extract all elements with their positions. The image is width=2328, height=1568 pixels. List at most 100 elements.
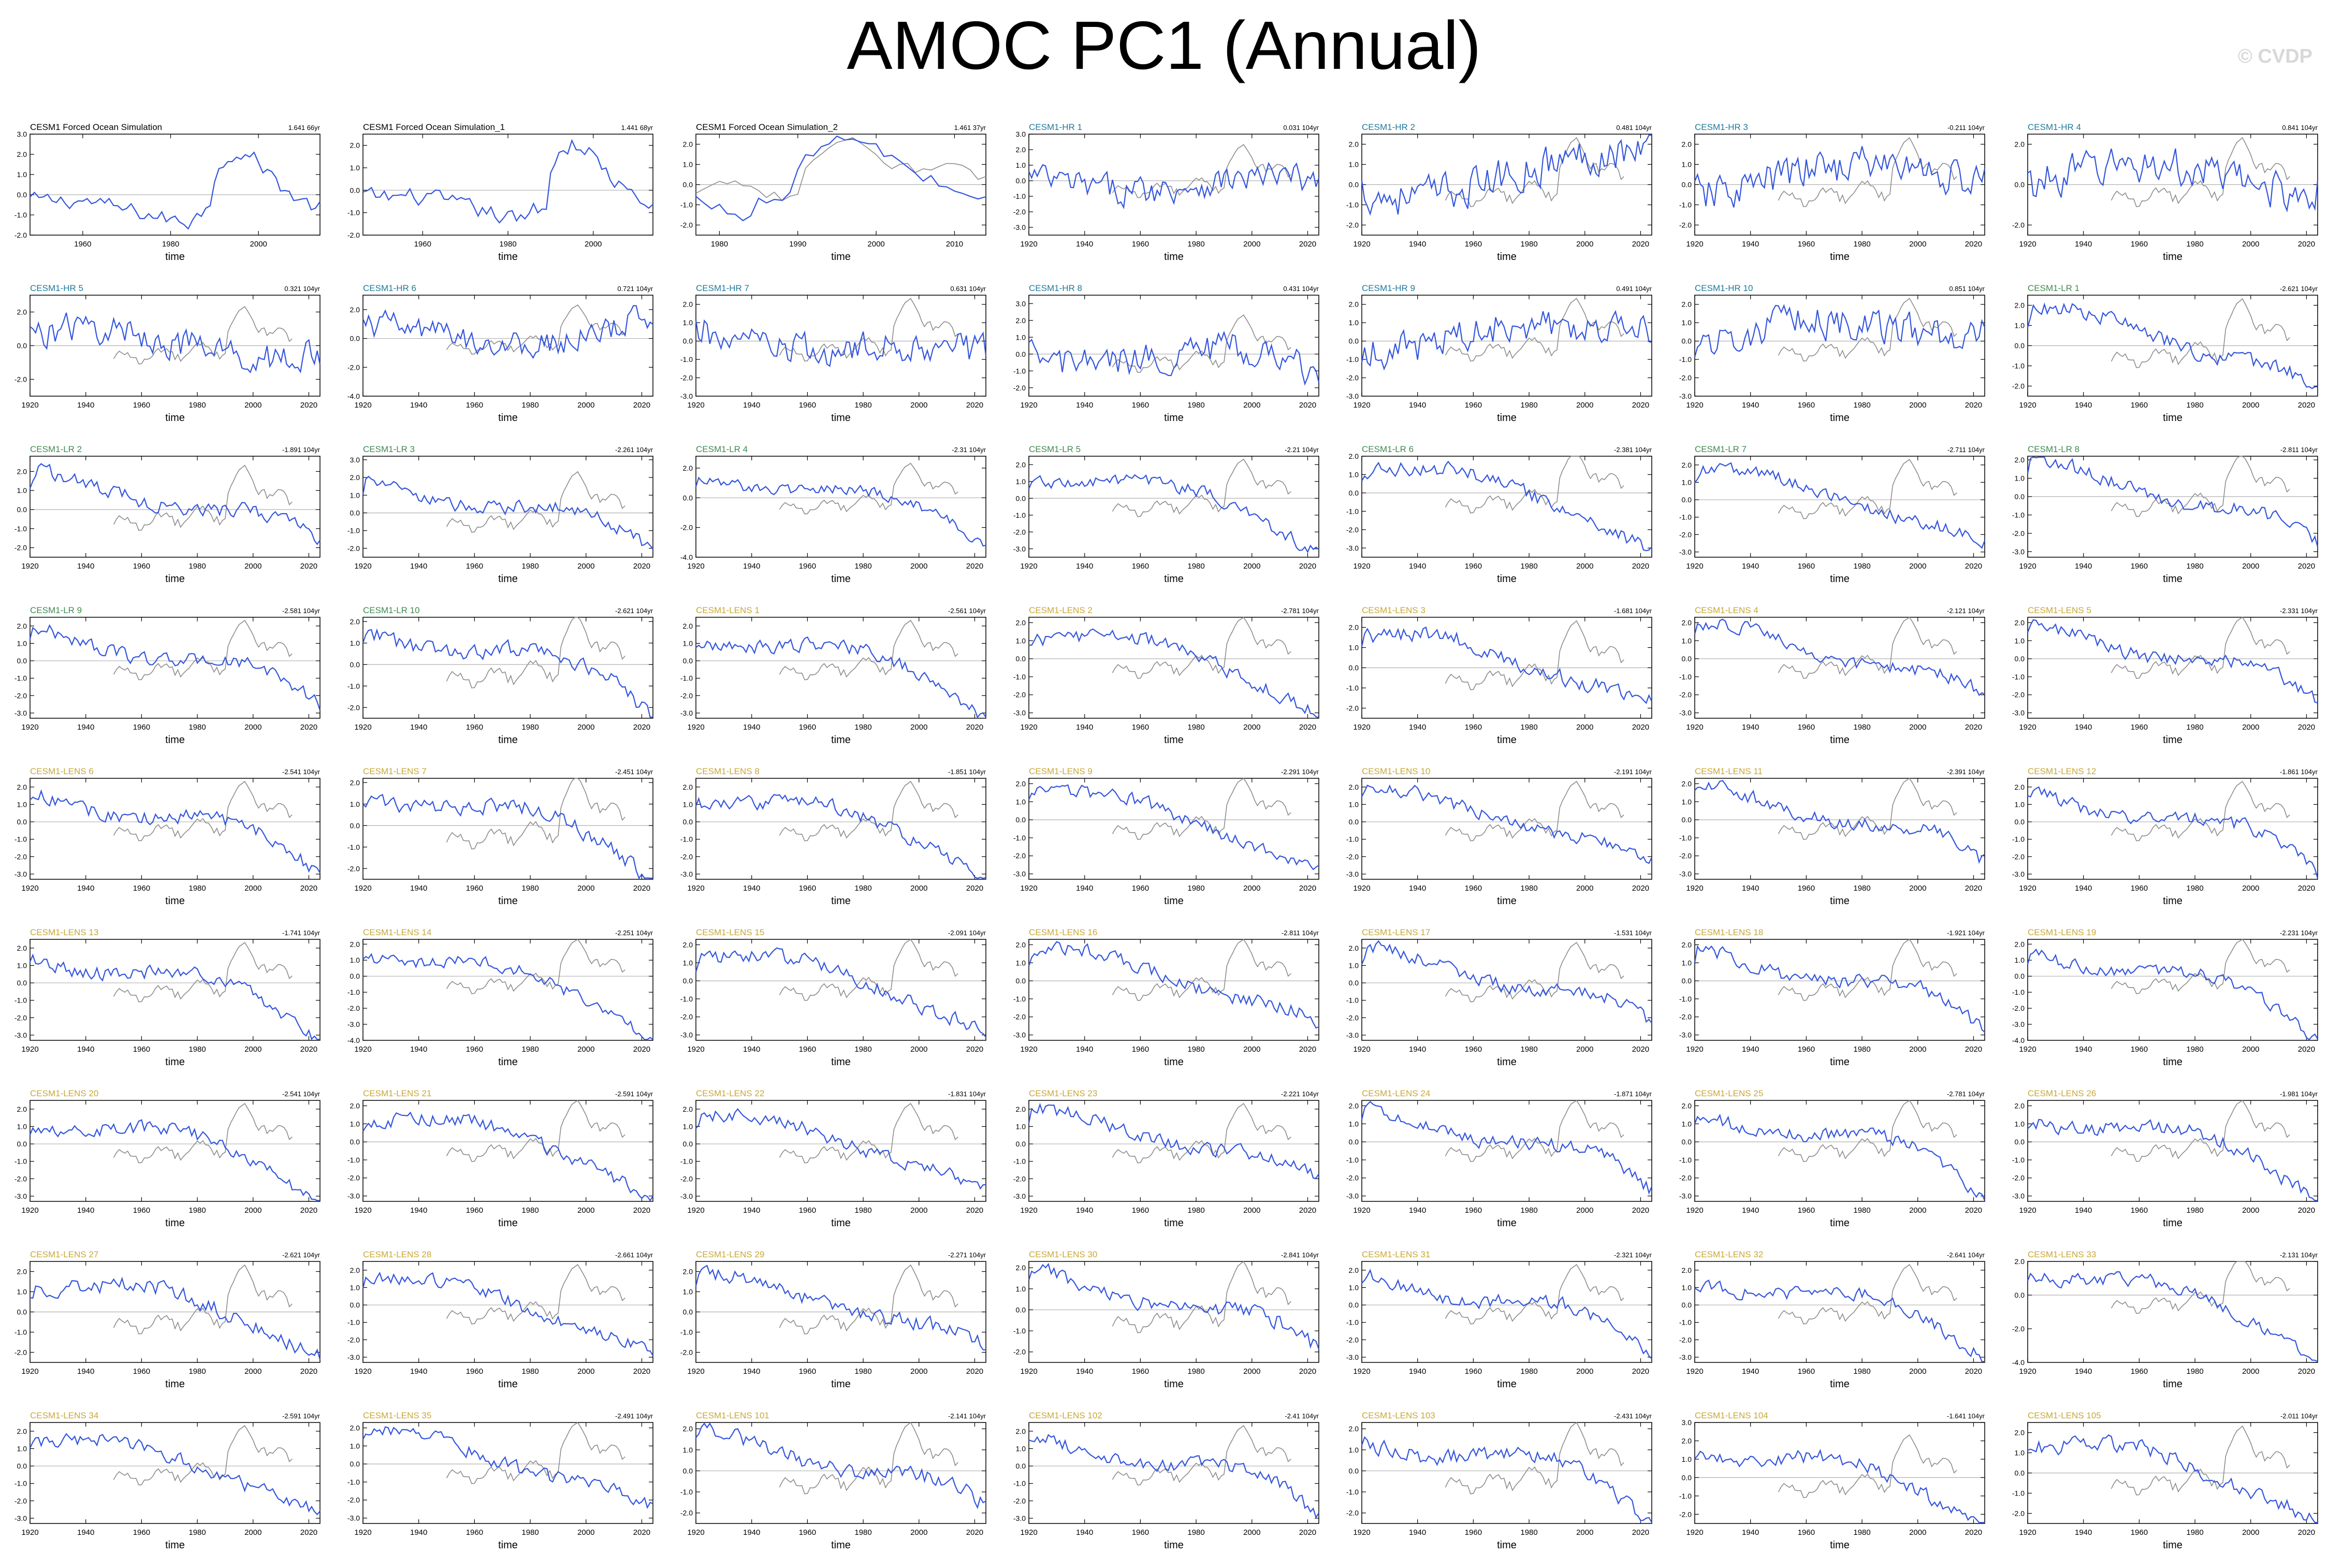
y-tick-label: 2.0 — [683, 622, 693, 630]
x-tick-label: 1940 — [77, 562, 94, 571]
model-series-line — [2027, 619, 2318, 704]
model-series-line — [2027, 1434, 2318, 1523]
model-series-line — [1694, 1113, 1986, 1201]
x-tick-label: 2000 — [1909, 240, 1926, 249]
x-tick-label: 1960 — [1465, 1206, 1482, 1215]
panel-frame — [30, 456, 321, 558]
x-tick-label: 2020 — [1632, 562, 1649, 571]
x-axis-label: time — [165, 573, 185, 585]
panel-trend: 0.491 104yr — [1616, 285, 1652, 293]
reference-series-line — [1445, 1421, 1624, 1494]
x-tick-label: 1960 — [466, 1367, 483, 1376]
panel: CESM1-LENS 33 -2.131 104yr -4.0 -2.0 0.0 2.0 1… — [2012, 1250, 2318, 1390]
x-tick-label: 1920 — [1020, 1528, 1037, 1537]
panel-trend: -2.811 104yr — [2280, 446, 2318, 454]
model-series-line — [695, 319, 987, 367]
y-tick-label: -2.0 — [347, 864, 360, 873]
x-tick-label: 1960 — [1132, 1367, 1149, 1376]
panel: CESM1-LENS 27 -2.621 104yr -2.0 -1.0 0.0 1.0 2… — [14, 1250, 321, 1390]
panel-title: CESM1-LENS 9 — [1029, 766, 1093, 776]
panel-trend: -2.291 104yr — [1281, 768, 1319, 776]
x-tick-label: 1980 — [1520, 240, 1537, 249]
panel-trend: -2.541 104yr — [282, 768, 321, 776]
panel-trend: -1.861 104yr — [2280, 768, 2318, 776]
y-tick-label: -3.0 — [1013, 1514, 1026, 1522]
panel: CESM1-LENS 8 -1.851 104yr -3.0 -2.0 -1.0 0.0 1… — [680, 766, 986, 907]
panel-trend: -2.131 104yr — [2280, 1251, 2318, 1259]
y-tick-label: -1.0 — [680, 835, 693, 844]
x-tick-label: 1980 — [854, 1045, 871, 1054]
y-tick-label: 0.0 — [350, 1301, 360, 1309]
y-tick-label: 1.0 — [1682, 797, 1692, 806]
y-tick-label: -1.0 — [347, 527, 360, 535]
x-axis-label: time — [1497, 573, 1517, 585]
x-tick-label: 1940 — [1742, 1528, 1759, 1537]
y-tick-label: -2.0 — [2012, 1004, 2025, 1012]
panel-title: CESM1-HR 9 — [1362, 283, 1415, 293]
y-tick-label: -2.0 — [347, 363, 360, 371]
reference-series-line — [1445, 941, 1624, 1003]
x-tick-label: 2000 — [1576, 1045, 1593, 1054]
x-tick-label: 1940 — [1742, 1367, 1759, 1376]
x-tick-label: 1920 — [687, 401, 704, 410]
y-tick-label: 0.0 — [350, 821, 360, 830]
panel-frame — [1028, 134, 1319, 236]
panel-frame — [1694, 456, 1985, 558]
x-tick-label: 1940 — [1409, 1045, 1426, 1054]
panel-trend: -2.431 104yr — [1614, 1412, 1652, 1420]
y-tick-label: -1.0 — [1346, 1318, 1359, 1327]
y-tick-label: 1.0 — [1682, 1120, 1692, 1128]
x-tick-label: 1980 — [188, 723, 206, 732]
y-tick-label: -2.0 — [14, 231, 27, 239]
y-tick-label: -3.0 — [2012, 547, 2025, 556]
x-tick-label: 1980 — [188, 1045, 206, 1054]
y-tick-label: -1.0 — [1346, 684, 1359, 692]
x-tick-label: 1920 — [1353, 1206, 1370, 1215]
panel: CESM1-LR 3 -2.261 104yr -2.0 -1.0 0.0 1.0 2.0 3… — [347, 444, 653, 585]
y-tick-label: -2.0 — [1679, 530, 1692, 539]
x-tick-label: 1940 — [1409, 1528, 1426, 1537]
y-tick-label: 0.0 — [1016, 816, 1026, 824]
x-tick-label: 1940 — [410, 723, 427, 732]
y-tick-label: 1.0 — [1349, 1120, 1359, 1128]
x-tick-label: 2000 — [244, 723, 261, 732]
x-tick-label: 1920 — [687, 562, 704, 571]
model-series-line — [1694, 1448, 1985, 1523]
model-series-line — [1028, 330, 1320, 386]
y-tick-label: -2.0 — [1679, 1174, 1692, 1182]
x-tick-label: 1940 — [1409, 562, 1426, 571]
y-tick-label: -1.0 — [1346, 835, 1359, 844]
x-axis-label: time — [1830, 1217, 1850, 1229]
y-tick-label: 1.0 — [2015, 1120, 2025, 1128]
x-tick-label: 1940 — [1742, 884, 1759, 893]
y-tick-label: 2.0 — [17, 944, 27, 952]
reference-series-line — [446, 778, 625, 850]
x-tick-label: 1980 — [1187, 1206, 1204, 1215]
x-tick-label: 1920 — [1353, 401, 1370, 410]
x-tick-label: 1980 — [2186, 1367, 2203, 1376]
x-tick-label: 2020 — [633, 723, 650, 732]
panel: CESM1-LENS 22 -1.831 104yr -3.0 -2.0 -1.0 0.0… — [680, 1088, 986, 1229]
reference-series-line — [1112, 314, 1291, 373]
y-tick-label: 0.0 — [17, 818, 27, 826]
x-tick-label: 1980 — [521, 562, 539, 571]
x-tick-label: 1920 — [687, 1045, 704, 1054]
y-tick-label: 1.0 — [1016, 1444, 1026, 1453]
panel-trend: -2.271 104yr — [948, 1251, 986, 1259]
x-tick-label: 2020 — [2298, 562, 2315, 571]
x-tick-label: 1960 — [799, 1367, 816, 1376]
x-tick-label: 2000 — [577, 401, 594, 410]
y-tick-label: -1.0 — [347, 843, 360, 851]
x-tick-label: 1980 — [1520, 562, 1537, 571]
reference-series-line — [2111, 137, 2290, 207]
y-tick-label: -1.0 — [1013, 1479, 1026, 1488]
model-series-line — [695, 1422, 986, 1509]
x-axis-label: time — [165, 1378, 185, 1390]
x-tick-label: 1920 — [1353, 723, 1370, 732]
panel: CESM1-LR 2 -1.891 104yr -2.0 -1.0 0.0 1.0 2.0 1… — [14, 444, 321, 585]
model-series-line — [1361, 626, 1652, 704]
x-tick-label: 2000 — [2242, 562, 2259, 571]
y-tick-label: 2.0 — [683, 140, 693, 149]
y-tick-label: 1.0 — [1349, 1446, 1359, 1454]
x-axis-label: time — [1830, 412, 1850, 424]
